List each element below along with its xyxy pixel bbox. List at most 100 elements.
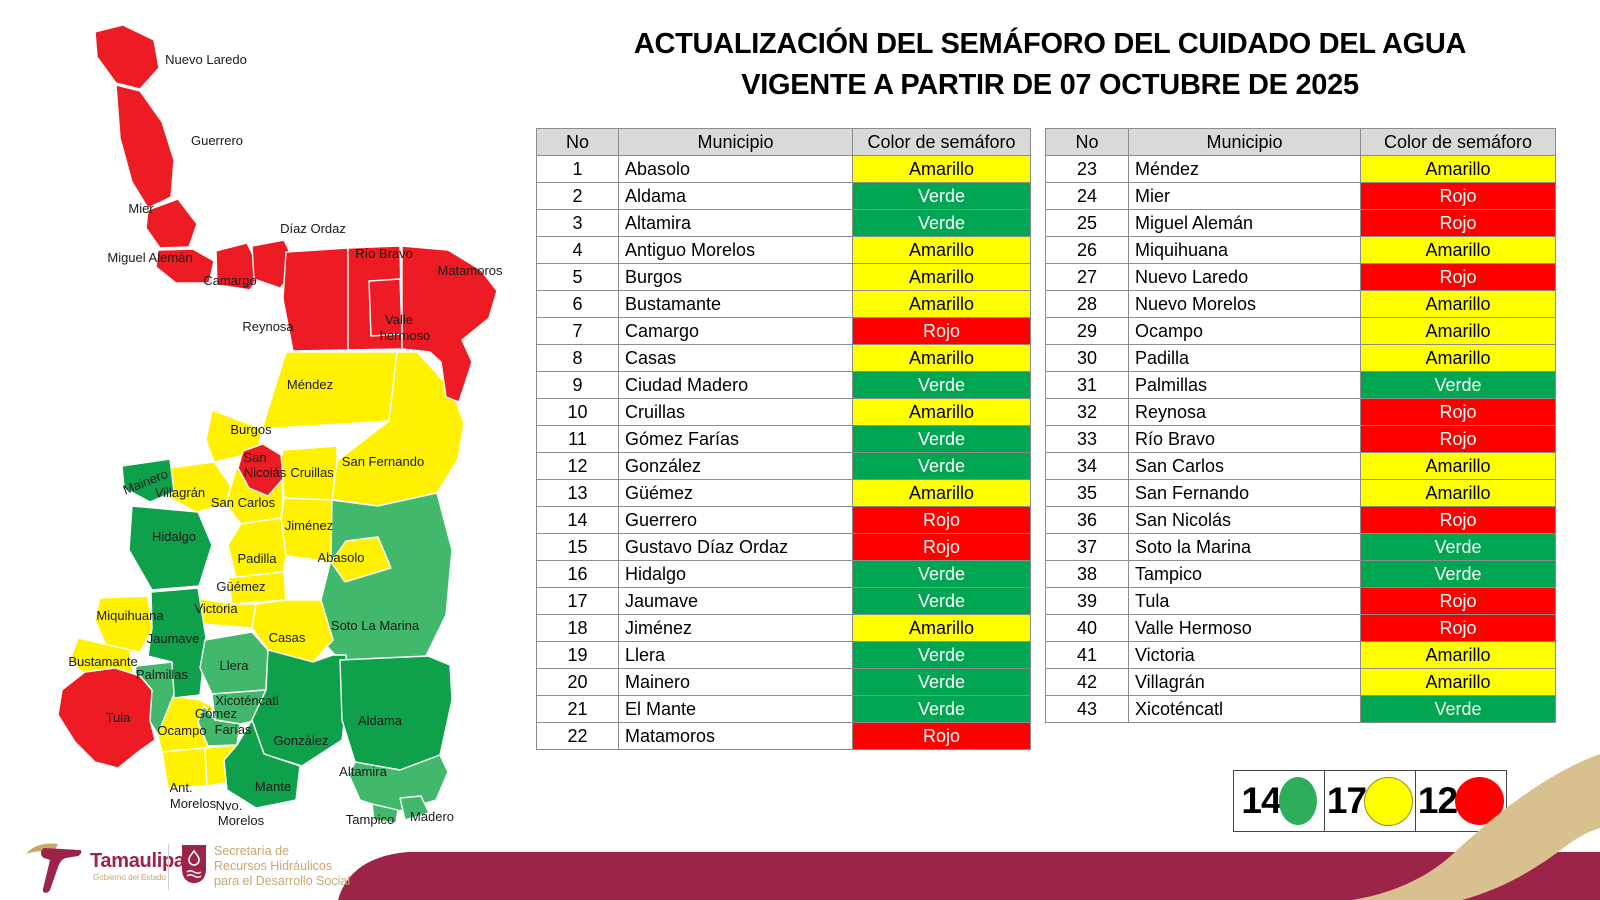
table-row: 42 Villagrán Amarillo xyxy=(1045,668,1556,696)
cell-municipio: Aldama xyxy=(618,182,853,210)
map-label: González xyxy=(274,733,329,748)
cell-no: 37 xyxy=(1045,533,1129,561)
map-label: Miquihuana xyxy=(96,608,164,623)
cell-no: 32 xyxy=(1045,398,1129,426)
cell-municipio: Altamira xyxy=(618,209,853,237)
table-row: 3 Altamira Verde xyxy=(536,209,1031,237)
cell-semaforo: Verde xyxy=(852,452,1031,480)
cell-municipio: Padilla xyxy=(1128,344,1361,372)
cell-no: 31 xyxy=(1045,371,1129,399)
cell-no: 2 xyxy=(536,182,619,210)
water-shield-icon xyxy=(182,845,206,883)
brand-name: Tamaulipas xyxy=(90,850,196,872)
table-row: 43 Xicoténcatl Verde xyxy=(1045,695,1556,723)
footer-maroon-band xyxy=(338,852,1600,900)
map-label: Abasolo xyxy=(318,550,365,565)
cell-no: 34 xyxy=(1045,452,1129,480)
table-row: 19 Llera Verde xyxy=(536,641,1031,669)
map-label: Xicoténcatl xyxy=(215,693,279,708)
cell-municipio: Soto la Marina xyxy=(1128,533,1361,561)
table-row: 8 Casas Amarillo xyxy=(536,344,1031,372)
cell-municipio: San Nicolás xyxy=(1128,506,1361,534)
map-label: Ant. xyxy=(169,780,192,795)
map-label: Morelos xyxy=(218,813,265,828)
cell-semaforo: Amarillo xyxy=(1360,641,1556,669)
table-row: 13 Güémez Amarillo xyxy=(536,479,1031,507)
table-row: 17 Jaumave Verde xyxy=(536,587,1031,615)
cell-no: 10 xyxy=(536,398,619,426)
semaforo-table-1: No Municipio Color de semáforo 1 Abasolo Ama… xyxy=(536,128,1031,750)
cell-semaforo: Rojo xyxy=(1360,263,1556,291)
cell-no: 14 xyxy=(536,506,619,534)
map-region-casas xyxy=(251,599,334,663)
column-header: Municipio xyxy=(1128,128,1361,156)
cell-semaforo: Rojo xyxy=(1360,425,1556,453)
cell-semaforo: Verde xyxy=(1360,533,1556,561)
cell-no: 11 xyxy=(536,425,619,453)
map-label: Palmillas xyxy=(136,667,189,682)
map-label: Victoria xyxy=(194,601,238,616)
cell-municipio: Güémez xyxy=(618,479,853,507)
table-row: 30 Padilla Amarillo xyxy=(1045,344,1556,372)
cell-semaforo: Verde xyxy=(852,209,1031,237)
map-region-abasolo xyxy=(330,536,392,583)
map-label: Hidalgo xyxy=(152,529,196,544)
cell-semaforo: Rojo xyxy=(852,506,1031,534)
map-region-valle-hermoso xyxy=(368,278,403,337)
cell-semaforo: Amarillo xyxy=(852,155,1031,183)
cell-semaforo: Verde xyxy=(1360,560,1556,588)
cell-no: 26 xyxy=(1045,236,1129,264)
cell-municipio: Mainero xyxy=(618,668,853,696)
cell-semaforo: Amarillo xyxy=(1360,344,1556,372)
map-label: Nicolás xyxy=(244,465,287,480)
page-title: ACTUALIZACIÓN DEL SEMÁFORO DEL CUIDADO D… xyxy=(530,24,1570,106)
map-label: hermoso xyxy=(380,328,431,343)
cell-municipio: Tula xyxy=(1128,587,1361,615)
summary-count-box: 14 17 12 xyxy=(1233,770,1507,832)
table-row: 18 Jiménez Amarillo xyxy=(536,614,1031,642)
cell-municipio: Miguel Alemán xyxy=(1128,209,1361,237)
cell-semaforo: Amarillo xyxy=(1360,668,1556,696)
table-row: 34 San Carlos Amarillo xyxy=(1045,452,1556,480)
map-label: Nuevo Laredo xyxy=(165,52,247,67)
table-row: 7 Camargo Rojo xyxy=(536,317,1031,345)
cell-no: 4 xyxy=(536,236,619,264)
map-region-altamira xyxy=(348,754,449,813)
map-label: Jaumave xyxy=(147,631,200,646)
cell-semaforo: Verde xyxy=(852,668,1031,696)
table-row: 25 Miguel Alemán Rojo xyxy=(1045,209,1556,237)
cell-no: 29 xyxy=(1045,317,1129,345)
map-region-tampico xyxy=(371,803,399,824)
secretaria-line-2: Recursos Hidráulicos xyxy=(214,858,333,873)
cell-no: 30 xyxy=(1045,344,1129,372)
footer-decoration xyxy=(338,754,1600,900)
map-region-tula xyxy=(57,667,156,769)
cell-municipio: González xyxy=(618,452,853,480)
table-row: 26 Miquihuana Amarillo xyxy=(1045,236,1556,264)
cell-semaforo: Amarillo xyxy=(852,290,1031,318)
semaforo-table-2: No Municipio Color de semáforo 23 Méndez Ama… xyxy=(1045,128,1556,723)
table-row: 15 Gustavo Díaz Ordaz Rojo xyxy=(536,533,1031,561)
cell-semaforo: Rojo xyxy=(852,317,1031,345)
map-label: Miguel Alemán xyxy=(107,250,192,265)
table-row: 38 Tampico Verde xyxy=(1045,560,1556,588)
cell-semaforo: Amarillo xyxy=(1360,479,1556,507)
cell-no: 22 xyxy=(536,722,619,750)
cell-semaforo: Amarillo xyxy=(852,236,1031,264)
map-label: Mante xyxy=(255,779,291,794)
cell-no: 27 xyxy=(1045,263,1129,291)
table-row: 37 Soto la Marina Verde xyxy=(1045,533,1556,561)
table-row: 36 San Nicolás Rojo xyxy=(1045,506,1556,534)
cell-semaforo: Amarillo xyxy=(1360,290,1556,318)
cell-municipio: Méndez xyxy=(1128,155,1361,183)
cell-semaforo: Verde xyxy=(852,425,1031,453)
cell-municipio: Abasolo xyxy=(618,155,853,183)
map-region-camargo xyxy=(215,242,262,291)
cell-municipio: Río Bravo xyxy=(1128,425,1361,453)
cell-municipio: Reynosa xyxy=(1128,398,1361,426)
wave-lines-icon xyxy=(186,870,202,878)
cell-municipio: Ciudad Madero xyxy=(618,371,853,399)
cell-municipio: Tampico xyxy=(1128,560,1361,588)
map-label: Méndez xyxy=(287,377,333,392)
title-line-2: VIGENTE A PARTIR DE 07 OCTUBRE DE 2025 xyxy=(741,69,1359,102)
